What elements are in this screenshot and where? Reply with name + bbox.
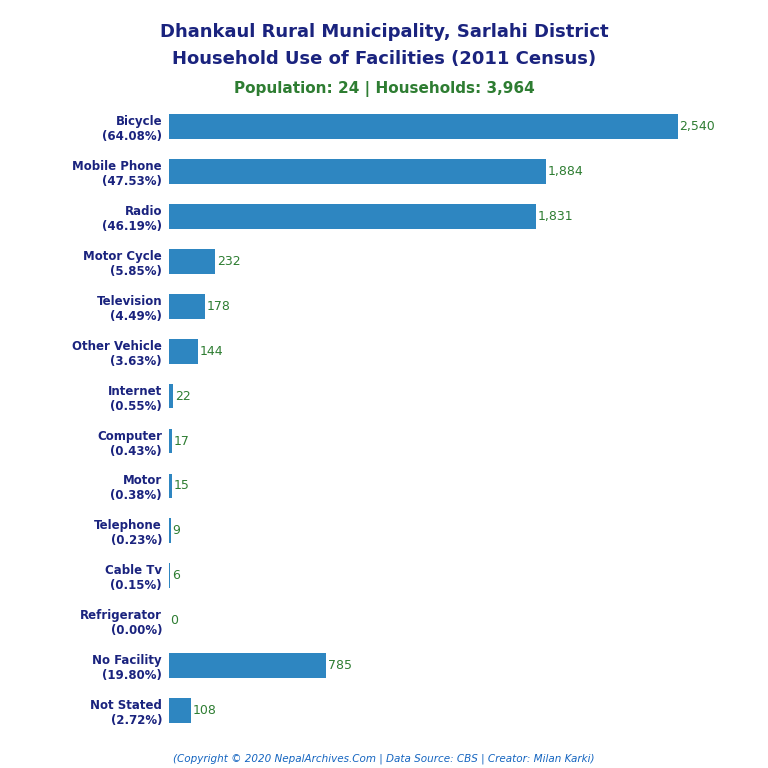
Bar [169,294,204,319]
Text: 1,884: 1,884 [548,165,584,178]
Bar [169,518,170,543]
Bar [169,204,535,229]
Text: 232: 232 [217,255,240,268]
Text: Dhankaul Rural Municipality, Sarlahi District: Dhankaul Rural Municipality, Sarlahi Dis… [160,23,608,41]
Bar [169,159,546,184]
Text: 1,831: 1,831 [537,210,573,223]
Text: 22: 22 [175,389,190,402]
Text: 15: 15 [174,479,190,492]
Text: 17: 17 [174,435,190,448]
Text: 144: 144 [200,345,223,358]
Bar [169,384,174,409]
Text: 785: 785 [328,659,352,672]
Bar [169,474,172,498]
Bar [169,653,326,678]
Bar [169,429,172,453]
Bar [169,698,190,723]
Text: Population: 24 | Households: 3,964: Population: 24 | Households: 3,964 [233,81,535,97]
Text: 0: 0 [170,614,179,627]
Bar [169,249,215,273]
Text: 108: 108 [192,703,216,717]
Text: 178: 178 [206,300,230,313]
Bar [169,339,198,363]
Text: 2,540: 2,540 [679,121,715,134]
Text: 9: 9 [172,525,180,538]
Text: Household Use of Facilities (2011 Census): Household Use of Facilities (2011 Census… [172,50,596,68]
Bar [169,114,677,139]
Text: (Copyright © 2020 NepalArchives.Com | Data Source: CBS | Creator: Milan Karki): (Copyright © 2020 NepalArchives.Com | Da… [174,753,594,764]
Text: 6: 6 [172,569,180,582]
Bar [169,564,170,588]
